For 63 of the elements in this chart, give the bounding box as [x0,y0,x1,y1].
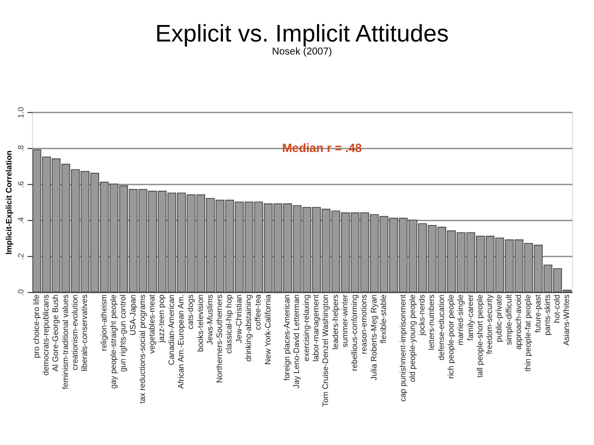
y-tick-label: .4 [16,216,26,224]
x-tick-label: tax reductions-social programs [138,294,147,404]
x-tick-label: democrats-republicans [41,294,50,376]
x-tick-label: Al Gore-George Bush [51,294,60,372]
x-tick-label: family-career [466,294,475,341]
x-tick-label: feminism-traditional values [60,294,70,390]
x-tick-label: leaders-helpers [330,294,340,350]
x-tick-label: reason-emotions [360,294,369,354]
chart-title: Explicit vs. Implicit Attitudes [155,20,449,48]
x-tick-label: jazz-teen pop [157,294,166,344]
x-tick-label: creationism-evolution [70,294,80,370]
x-tick-label: vegetables-meat [148,294,157,354]
x-tick-label: simple-difficult [504,294,514,346]
x-tick-label: freedom-security [485,294,494,354]
x-tick-label: thin people-fat people [524,294,533,372]
y-axis-title: Implicit-Explicit Correlation [4,150,14,255]
y-tick-label: .2 [16,252,26,260]
x-tick-label: New York-California [263,294,272,365]
x-tick-label: approach-avoid [514,294,523,350]
x-tick-label: jocks-nerds [418,294,427,336]
y-tick-label: .0 [16,288,26,296]
y-tick-label: .6 [16,180,26,188]
x-tick-label: rebellious-conforming [350,294,360,371]
x-tick-label: letters-numbers [427,294,436,350]
x-tick-label: tall people-short people [475,294,484,378]
x-tick-label: Canadian-American [166,294,176,366]
x-tick-label: foreign places-American [282,294,292,381]
x-tick-label: religion-atheism [99,294,108,351]
x-tick-label: labor-management [311,294,320,362]
x-tick-label: pro choice-pro life [32,294,41,358]
x-tick-label: Tom Cruise-Denzel Washington [321,294,330,407]
x-tick-label: rich people-poor people [446,294,456,379]
x-tick-label: African Am.-European Am. [176,294,186,389]
x-tick-label: books-television [196,294,205,352]
x-tick-label: exercising-relaxing [302,294,311,362]
x-tick-label: Jews-Muslims [205,294,214,345]
x-tick-label: Julia Roberts-Meg Ryan [369,294,378,380]
x-tick-label: old people-young people [408,294,417,382]
x-tick-label: liberals-conservatives [80,294,90,372]
x-tick-label: summer-winter [340,294,350,348]
x-tick-label: classical-hip hop [224,294,234,354]
x-tick-label: future-past [533,294,542,333]
x-tick-label: public-private [494,294,504,342]
x-tick-label: drinking-abstaining [244,294,253,362]
y-tick-label: .8 [16,144,26,152]
x-tick-label: gun rights-gun control [118,294,128,372]
x-tick-label: gay people-straight people [108,294,118,389]
x-tick-label: pants-skirts [542,294,552,336]
x-tick-label: Jay Leno-David Letterman [292,294,302,388]
x-tick-label: Asians-Whites [562,294,572,346]
x-tick-label: cap punishment-imprisonment [398,294,408,402]
x-tick-label: hot-cold [552,294,562,323]
x-tick-label: cats-dogs [186,294,196,330]
x-tick-label: coffee-tea [254,294,263,330]
y-tick-label: 1.0 [16,106,26,118]
x-tick-label: defense-education [436,294,446,360]
x-tick-label: married-single [456,294,466,346]
chart-subtitle: Nosek (2007) [272,46,332,58]
x-tick-label: flexible-stable [378,294,388,344]
x-tick-label: USA-Japan [128,294,138,336]
x-tick-label: Jew-Christian [234,294,244,343]
x-tick-label: Northerners-Southerners [215,294,224,383]
annotation: Median r = .48 [282,141,362,155]
